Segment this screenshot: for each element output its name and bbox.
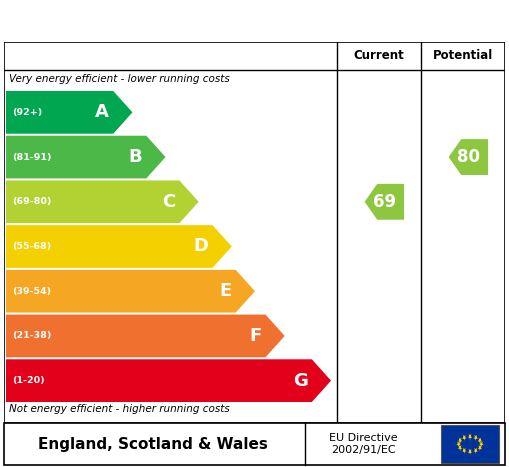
Polygon shape	[473, 448, 478, 454]
Polygon shape	[364, 184, 404, 220]
Text: 80: 80	[458, 148, 480, 166]
Polygon shape	[6, 91, 132, 134]
Polygon shape	[458, 445, 462, 451]
Text: (81-91): (81-91)	[12, 153, 51, 162]
Text: Energy Efficiency Rating: Energy Efficiency Rating	[11, 11, 318, 31]
Polygon shape	[6, 136, 165, 178]
Text: A: A	[95, 103, 109, 121]
Polygon shape	[478, 438, 482, 444]
Polygon shape	[6, 180, 199, 223]
Text: (92+): (92+)	[12, 108, 42, 117]
Polygon shape	[458, 438, 462, 444]
Polygon shape	[462, 435, 466, 441]
Polygon shape	[468, 449, 472, 455]
Text: F: F	[249, 327, 262, 345]
Polygon shape	[462, 448, 466, 454]
Polygon shape	[6, 315, 285, 357]
Polygon shape	[478, 445, 482, 451]
Text: G: G	[293, 372, 308, 389]
Text: E: E	[219, 282, 232, 300]
Text: (69-80): (69-80)	[12, 197, 51, 206]
Text: England, Scotland & Wales: England, Scotland & Wales	[38, 437, 268, 452]
Text: C: C	[162, 193, 176, 211]
Text: (1-20): (1-20)	[12, 376, 45, 385]
Polygon shape	[473, 435, 478, 441]
Text: Current: Current	[354, 50, 404, 63]
Text: B: B	[129, 148, 143, 166]
Polygon shape	[448, 139, 488, 175]
Text: (55-68): (55-68)	[12, 242, 51, 251]
Polygon shape	[479, 441, 484, 447]
Bar	[441, 425, 499, 463]
Text: Not energy efficient - higher running costs: Not energy efficient - higher running co…	[9, 404, 230, 414]
Text: Potential: Potential	[433, 50, 493, 63]
Text: Very energy efficient - lower running costs: Very energy efficient - lower running co…	[9, 74, 230, 84]
Polygon shape	[6, 270, 255, 312]
Text: D: D	[193, 238, 209, 255]
Text: 69: 69	[374, 193, 397, 211]
Polygon shape	[468, 434, 472, 440]
Polygon shape	[6, 225, 232, 268]
Polygon shape	[6, 359, 331, 402]
Text: EU Directive
2002/91/EC: EU Directive 2002/91/EC	[329, 433, 398, 455]
Text: (21-38): (21-38)	[12, 332, 51, 340]
Polygon shape	[457, 441, 461, 447]
Text: (39-54): (39-54)	[12, 287, 51, 296]
